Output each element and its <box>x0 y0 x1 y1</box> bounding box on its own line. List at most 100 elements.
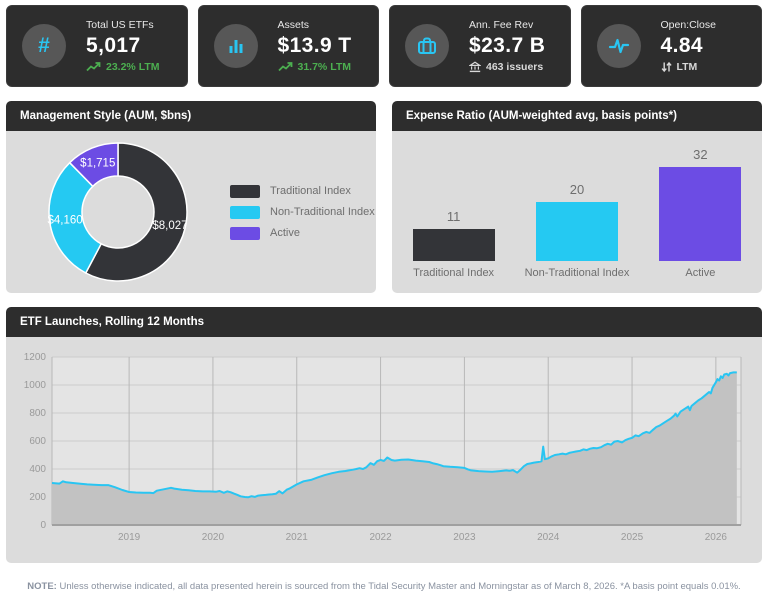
donut-slice-label-2: $1,715 <box>80 157 115 169</box>
y-tick-label: 400 <box>29 464 46 475</box>
briefcase-glyph <box>418 37 436 54</box>
kpi-card-open-close: Open:Close 4.84 LTM <box>580 5 762 87</box>
legend-item-active: Active <box>230 226 375 240</box>
kpi-text: Total US ETFs 5,017 23.2% LTM <box>86 19 159 73</box>
bank-icon <box>469 61 481 73</box>
x-tick-label: 2023 <box>453 532 476 543</box>
legend-label: Non-Traditional Index <box>270 206 375 218</box>
kpi-sub: 31.7% LTM <box>277 61 352 73</box>
kpi-text: Open:Close 4.84 LTM <box>661 19 716 73</box>
panel-title: ETF Launches, Rolling 12 Months <box>20 316 205 328</box>
panel-title: Management Style (AUM, $bns) <box>20 110 192 122</box>
kpi-card-total-us-etfs: # Total US ETFs 5,017 23.2% LTM <box>6 5 188 87</box>
panel-etf-launches: ETF Launches, Rolling 12 Months 0 200 400 6… <box>6 307 762 563</box>
mid-row: Management Style (AUM, $bns) $8,027 $4,16… <box>6 101 762 293</box>
activity-glyph <box>608 38 629 54</box>
line-chart: 0 200 400 600 800 1000 1200 2019 2020 2021 2022 202… <box>24 352 742 543</box>
line-chart-panel-body: 0 200 400 600 800 1000 1200 2019 2020 2021 2022 202… <box>6 337 762 563</box>
kpi-sub: 23.2% LTM <box>86 61 159 73</box>
footnote-text: Unless otherwise indicated, all data pre… <box>59 581 741 592</box>
panel-header-etf-launches: ETF Launches, Rolling 12 Months <box>6 307 762 337</box>
legend-item-non-traditional-index: Non-Traditional Index <box>230 205 375 219</box>
y-tick-label: 1000 <box>24 380 47 391</box>
kpi-sub-text: 463 issuers <box>486 61 544 73</box>
kpi-value: 5,017 <box>86 34 141 57</box>
y-tick-label: 200 <box>29 492 46 503</box>
panel-expense-ratio: Expense Ratio (AUM-weighted avg, basis p… <box>392 101 762 293</box>
legend-item-traditional-index: Traditional Index <box>230 184 375 198</box>
bar-rect <box>535 202 618 261</box>
bar-chart: 11 Traditional Index 20 Non-Traditional Ind… <box>392 131 762 293</box>
hash-icon: # <box>22 24 66 68</box>
bar-rect <box>412 228 495 261</box>
kpi-text: Assets $13.9 T 31.7% LTM <box>278 19 352 73</box>
kpi-sub: 463 issuers <box>469 61 545 73</box>
y-tick-label: 1200 <box>24 352 47 363</box>
kpi-sub: LTM <box>661 61 716 73</box>
trend-up-icon <box>86 62 101 72</box>
x-tick-label: 2022 <box>369 532 392 543</box>
bar-column-1: 20 Non-Traditional Index <box>525 141 630 279</box>
y-tick-label: 600 <box>29 436 46 447</box>
bar-rect <box>659 166 742 261</box>
data-line <box>51 371 737 499</box>
kpi-label: Ann. Fee Rev <box>469 19 534 31</box>
area-fill <box>52 372 737 525</box>
y-tick-label: 800 <box>29 408 46 419</box>
legend-label: Active <box>270 227 300 239</box>
panel-title: Expense Ratio (AUM-weighted avg, basis p… <box>406 110 677 122</box>
bar-value-label: 32 <box>693 146 708 162</box>
x-tick-label: 2019 <box>118 532 141 543</box>
up-down-arrows-icon <box>661 61 672 73</box>
kpi-row: # Total US ETFs 5,017 23.2% LTM Assets $… <box>6 5 762 87</box>
kpi-label: Open:Close <box>660 19 716 31</box>
briefcase-icon <box>405 24 449 68</box>
bar-value-label: 11 <box>446 208 461 224</box>
donut-legend: Traditional Index Non-Traditional Index … <box>230 184 375 240</box>
bar-chart-glyph <box>229 40 242 53</box>
kpi-value: $13.9 T <box>277 34 352 57</box>
bar-chart-icon <box>213 24 258 68</box>
kpi-label: Assets <box>277 19 310 31</box>
kpi-value: $23.7 B <box>469 34 546 57</box>
activity-icon <box>596 24 641 68</box>
footnote: NOTE: Unless otherwise indicated, all da… <box>6 581 762 592</box>
y-tick-label: 0 <box>40 520 46 531</box>
trend-up-icon <box>277 62 292 72</box>
kpi-label: Total US ETFs <box>86 19 154 31</box>
kpi-sub-text: 31.7% LTM <box>297 61 351 73</box>
x-tick-label: 2021 <box>286 532 309 543</box>
bar-category-label: Non-Traditional Index <box>524 267 630 279</box>
donut-slice-0 <box>84 142 188 282</box>
legend-label: Traditional Index <box>270 185 351 197</box>
donut-chart: $8,027 $4,160 $1,715 <box>47 142 188 282</box>
bar-value-label: 20 <box>569 182 585 197</box>
hash-glyph: # <box>38 34 50 57</box>
kpi-value: 4.84 <box>660 34 703 57</box>
legend-swatch <box>230 226 260 240</box>
kpi-card-ann-fee-rev: Ann. Fee Rev $23.7 B 463 issuers <box>389 5 571 87</box>
legend-swatch <box>230 205 260 219</box>
x-tick-label: 2026 <box>705 532 728 543</box>
kpi-text: Ann. Fee Rev $23.7 B 463 issuers <box>469 19 545 73</box>
donut-slice-1 <box>48 161 103 275</box>
panel-header-management-style: Management Style (AUM, $bns) <box>6 101 376 131</box>
x-tick-label: 2025 <box>621 532 644 543</box>
panel-header-expense-ratio: Expense Ratio (AUM-weighted avg, basis p… <box>392 101 762 131</box>
kpi-card-assets: Assets $13.9 T 31.7% LTM <box>197 5 379 87</box>
bar-column-2: 32 Active <box>659 141 742 279</box>
bar-category-label: Traditional Index <box>413 267 495 279</box>
bar-category-label: Active <box>685 267 716 279</box>
footnote-label: NOTE: <box>27 581 57 592</box>
kpi-sub-text: LTM <box>676 61 698 73</box>
donut-slice-label-1: $4,160 <box>47 215 82 227</box>
panel-management-style: Management Style (AUM, $bns) $8,027 $4,16… <box>6 101 376 293</box>
donut-slice-label-0: $8,027 <box>152 220 187 232</box>
donut-slice-2 <box>68 142 119 188</box>
x-tick-label: 2020 <box>202 532 225 543</box>
donut-panel-body: $8,027 $4,160 $1,715 Traditional Index Non… <box>6 131 376 293</box>
x-tick-label: 2024 <box>537 532 560 543</box>
kpi-sub-text: 23.2% LTM <box>106 61 160 73</box>
bar-column-0: 11 Traditional Index <box>412 141 495 279</box>
